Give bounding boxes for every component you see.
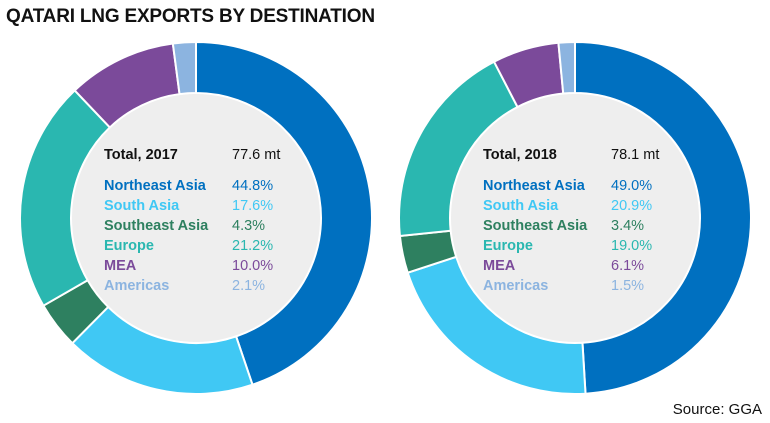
data-label-mea-2017: 10.0%: [232, 258, 273, 274]
data-label-americas-2017: 2.1%: [232, 278, 265, 294]
legend-label-mea-2018: MEA: [483, 258, 516, 274]
total-label-2018: Total, 2018: [483, 147, 557, 163]
slice-northeast-asia-2017: [195, 40, 373, 386]
data-label-americas-2018: 1.5%: [611, 278, 644, 294]
source-note: Source: GGA: [672, 401, 762, 418]
legend-label-south-asia-2017: South Asia: [104, 198, 180, 214]
data-label-southeast-asia-2017: 4.3%: [232, 218, 265, 234]
legend-label-americas-2018: Americas: [483, 278, 548, 294]
legend-label-europe-2017: Europe: [104, 238, 154, 254]
data-label-northeast-asia-2018: 49.0%: [611, 178, 652, 194]
legend-label-south-asia-2018: South Asia: [483, 198, 559, 214]
legend-label-northeast-asia-2017: Northeast Asia: [104, 178, 207, 194]
donut-center-2017: [72, 94, 320, 342]
legend-label-southeast-asia-2017: Southeast Asia: [104, 218, 209, 234]
slice-northeast-asia-2018: [574, 40, 752, 395]
data-label-south-asia-2017: 17.6%: [232, 198, 273, 214]
data-label-southeast-asia-2018: 3.4%: [611, 218, 644, 234]
data-label-europe-2018: 19.0%: [611, 238, 652, 254]
slice-americas-2018: [557, 40, 576, 95]
total-value-2018: 78.1 mt: [611, 147, 659, 163]
legend-label-americas-2017: Americas: [104, 278, 169, 294]
legend-label-northeast-asia-2018: Northeast Asia: [483, 178, 586, 194]
data-label-mea-2018: 6.1%: [611, 258, 644, 274]
donut-2017: Total, 2017 77.6 mt Northeast Asia 44.8% Sou…: [19, 40, 373, 395]
legend-label-southeast-asia-2018: Southeast Asia: [483, 218, 588, 234]
total-label-2017: Total, 2017: [104, 147, 178, 163]
chart-title: QATARI LNG EXPORTS BY DESTINATION: [6, 6, 375, 27]
total-value-2017: 77.6 mt: [232, 147, 280, 163]
slice-americas-2017: [171, 40, 197, 96]
donut-center-2018: [451, 94, 699, 342]
data-label-northeast-asia-2017: 44.8%: [232, 178, 273, 194]
legend-label-mea-2017: MEA: [104, 258, 137, 274]
donut-2018: Total, 2018 78.1 mt Northeast Asia 49.0% Sou…: [398, 40, 752, 395]
data-label-south-asia-2018: 20.9%: [611, 198, 652, 214]
legend-label-europe-2018: Europe: [483, 238, 533, 254]
data-label-europe-2017: 21.2%: [232, 238, 273, 254]
